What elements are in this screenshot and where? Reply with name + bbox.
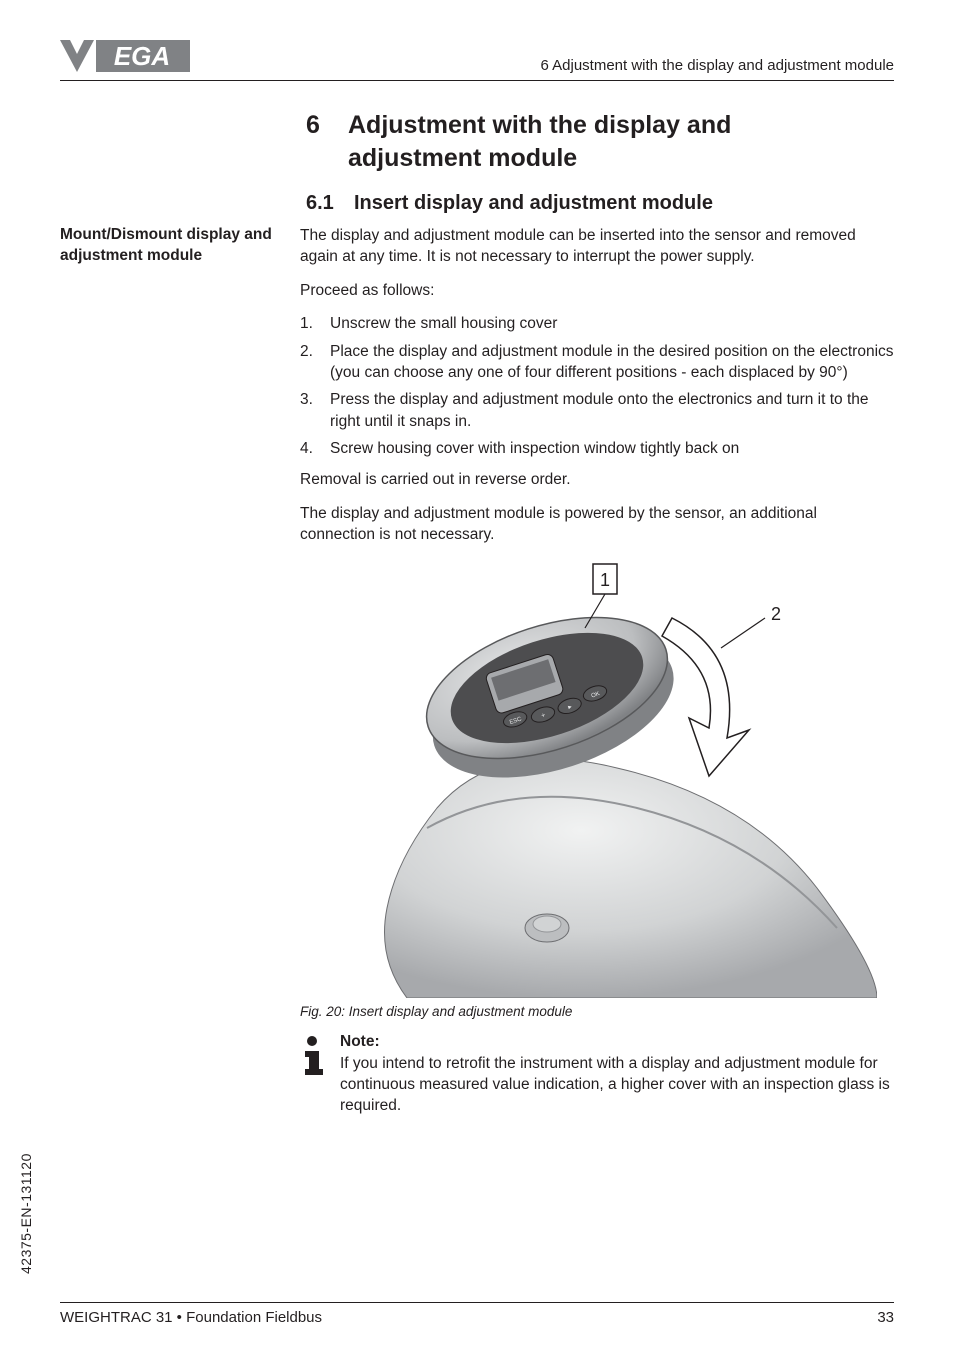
- sidebar-heading: Mount/Dismount display and adjustment mo…: [60, 225, 280, 267]
- running-title: 6 Adjustment with the display and adjust…: [540, 57, 894, 74]
- main-content: 6Adjustment with the display and adjustm…: [300, 109, 894, 1117]
- paragraph: The display and adjustment module is pow…: [300, 503, 894, 546]
- list-item: 2.Place the display and adjustment modul…: [300, 341, 894, 384]
- figure-caption: Fig. 20: Insert display and adjustment m…: [300, 1004, 894, 1019]
- list-item: 3.Press the display and adjustment modul…: [300, 389, 894, 432]
- paragraph: Proceed as follows:: [300, 280, 894, 301]
- callout-2: 2: [771, 604, 781, 624]
- document-id: 42375-EN-131120: [18, 1153, 34, 1274]
- note-block: Note: If you intend to retrofit the inst…: [300, 1033, 894, 1117]
- paragraph: Removal is carried out in reverse order.: [300, 469, 894, 490]
- list-item: 4.Screw housing cover with inspection wi…: [300, 438, 894, 459]
- page-header: EGA 6 Adjustment with the display and ad…: [60, 40, 894, 81]
- page-footer: WEIGHTRAC 31 • Foundation Fieldbus 33: [60, 1302, 894, 1326]
- section-number: 6: [306, 109, 348, 142]
- list-item: 1.Unscrew the small housing cover: [300, 313, 894, 334]
- figure-illustration: ESC + ▸ OK 1 2: [317, 558, 877, 998]
- sidebar: Mount/Dismount display and adjustment mo…: [60, 109, 280, 1117]
- vega-logo: EGA: [60, 40, 190, 74]
- figure: ESC + ▸ OK 1 2 Fig. 20: Insert displ: [300, 558, 894, 1019]
- rotation-arrow: [662, 618, 749, 776]
- section-title: Adjustment with the display and adjustme…: [348, 109, 818, 174]
- section-heading: 6Adjustment with the display and adjustm…: [306, 109, 894, 174]
- svg-text:EGA: EGA: [114, 41, 170, 71]
- subsection-number: 6.1: [306, 192, 354, 215]
- footer-left: WEIGHTRAC 31 • Foundation Fieldbus: [60, 1309, 322, 1326]
- subsection-heading: 6.1Insert display and adjustment module: [306, 192, 894, 215]
- callout-1: 1: [600, 570, 610, 590]
- subsection-title: Insert display and adjustment module: [354, 192, 713, 214]
- steps-list: 1.Unscrew the small housing cover 2.Plac…: [300, 313, 894, 459]
- info-icon: [300, 1033, 326, 1117]
- paragraph: The display and adjustment module can be…: [300, 225, 894, 268]
- page-number: 33: [877, 1309, 894, 1326]
- note-text: If you intend to retrofit the instrument…: [340, 1053, 894, 1117]
- note-label: Note:: [340, 1033, 894, 1051]
